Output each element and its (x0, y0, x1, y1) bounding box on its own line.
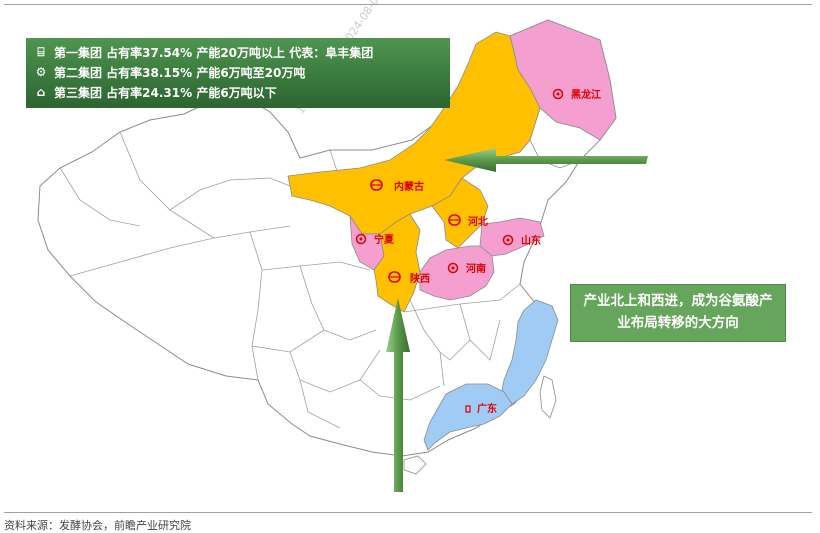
legend-text-group1: 第一集团 占有率37.54% 产能20万吨以上 代表：阜丰集团 (54, 45, 374, 60)
marker-shandong: 山东 (502, 234, 541, 247)
label-neimenggu: 内蒙古 (394, 180, 424, 193)
top-rule (4, 4, 812, 5)
pot-icon (370, 179, 383, 191)
label-shandong: 山东 (521, 234, 541, 247)
legend-row-group2: ⚙ 第二集团 占有率38.15% 产能6万吨至20万吨 (34, 62, 442, 82)
flask-icon (465, 405, 471, 413)
gear-icon (552, 88, 564, 100)
legend-box: ⌸ 第一集团 占有率37.54% 产能20万吨以上 代表：阜丰集团 ⚙ 第二集团… (26, 38, 450, 108)
label-hebei: 河北 (468, 215, 488, 228)
pot-icon (448, 214, 461, 226)
gear-icon (355, 233, 367, 245)
province-borders (59, 131, 521, 429)
label-heilongjiang: 黑龙江 (571, 88, 601, 101)
source-note: 资料来源：发酵协会，前瞻产业研究院 (4, 519, 191, 532)
legend-row-group1: ⌸ 第一集团 占有率37.54% 产能20万吨以上 代表：阜丰集团 (34, 42, 442, 62)
legend-text-group2: 第二集团 占有率38.15% 产能6万吨至20万吨 (54, 65, 306, 80)
legend-text-group3: 第三集团 占有率24.31% 产能6万吨以下 (54, 85, 277, 100)
marker-neimenggu: 内蒙古 (370, 179, 424, 193)
callout-box: 产业北上和西进，成为谷氨酸产业布局转移的大方向 (570, 284, 786, 342)
gear-icon: ⚙ (35, 65, 47, 79)
marker-hebei: 河北 (448, 214, 488, 228)
marker-ningxia: 宁夏 (355, 233, 395, 246)
label-henan: 河南 (466, 262, 486, 275)
legend-row-group3: ⌂ 第三集团 占有率24.31% 产能6万吨以下 (34, 82, 442, 102)
marker-henan: 河南 (447, 262, 486, 275)
island-hainan (403, 455, 427, 475)
province-henan (419, 245, 495, 301)
marker-guangdong: 广东 (465, 402, 497, 415)
province-shaanxi (373, 213, 421, 313)
pot-icon: ⌸ (37, 44, 45, 59)
bottom-rule (4, 512, 812, 513)
province-coast (499, 299, 559, 405)
gear-icon (502, 234, 514, 246)
label-ningxia: 宁夏 (374, 233, 395, 246)
arrow-west (444, 148, 648, 172)
flask-icon: ⌂ (36, 85, 46, 99)
province-guangdong (423, 383, 513, 451)
label-shaanxi: 陕西 (410, 272, 430, 285)
gear-icon (447, 262, 459, 274)
island-taiwan (539, 375, 557, 419)
arrow-north (386, 298, 410, 492)
marker-shaanxi: 陕西 (388, 271, 430, 285)
label-guangdong: 广东 (477, 402, 497, 415)
pot-icon (388, 271, 401, 283)
marker-heilongjiang: 黑龙江 (552, 88, 601, 101)
